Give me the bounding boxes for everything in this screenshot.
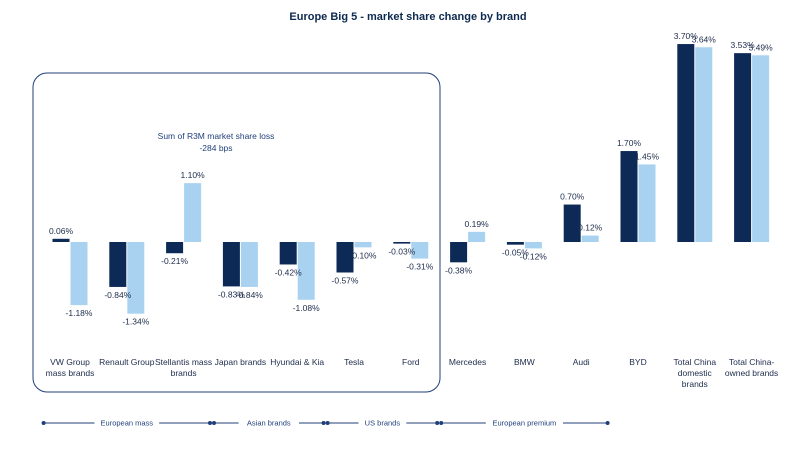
group-label: European mass (101, 419, 154, 428)
bar (563, 204, 581, 242)
bar (184, 183, 202, 242)
category-label: Mercedes (449, 357, 486, 367)
category-label: owned brands (725, 368, 778, 378)
bar (240, 242, 258, 287)
bar (70, 242, 88, 306)
group-dot (325, 421, 330, 425)
category-label: domestic (678, 368, 713, 378)
category-label: Hyundai & Kia (270, 357, 324, 367)
data-label: 3.53% (731, 40, 756, 50)
bar (127, 242, 145, 314)
data-label: -0.83% (218, 289, 245, 299)
category-label: Ford (402, 357, 420, 367)
category-label: Japan brands (215, 357, 267, 367)
category-label: brands (682, 379, 708, 389)
data-label: -0.21% (161, 256, 188, 266)
data-label: -0.84% (236, 290, 263, 300)
data-label: -0.10% (350, 250, 377, 260)
data-label: 0.19% (465, 219, 490, 229)
data-label: -0.38% (445, 265, 472, 275)
bar (109, 242, 127, 287)
data-label: 1.70% (617, 138, 642, 148)
data-label: -0.84% (104, 290, 131, 300)
category-label: VW Group (50, 357, 90, 367)
bar (222, 242, 240, 287)
bar (297, 242, 315, 300)
category-label: Audi (573, 357, 590, 367)
bar (411, 242, 429, 259)
bar (450, 242, 468, 263)
data-label: -0.42% (275, 267, 302, 277)
category-label: Tesla (344, 357, 364, 367)
data-label: -0.05% (502, 248, 529, 258)
data-label: 0.06% (49, 226, 74, 236)
bar (468, 231, 486, 242)
group-dot (435, 421, 440, 425)
group-dot (208, 421, 212, 425)
group-label: European premium (493, 419, 557, 428)
data-label: -0.03% (388, 247, 415, 257)
group-dot (605, 421, 610, 425)
category-label: BMW (514, 357, 535, 367)
bar (677, 44, 695, 242)
bar (166, 242, 184, 254)
category-label: Renault Group (99, 357, 155, 367)
data-label: 0.70% (560, 192, 585, 202)
bar (393, 242, 411, 244)
bar (506, 242, 524, 245)
group-dot (439, 421, 444, 425)
data-label: 1.45% (635, 151, 660, 161)
bar (336, 242, 354, 273)
group-dot (321, 421, 326, 425)
data-label: 3.64% (692, 34, 717, 44)
data-label: 1.10% (181, 170, 206, 180)
group-dot (212, 421, 216, 425)
bar (638, 164, 656, 242)
data-label: 3.49% (749, 42, 774, 52)
annotation-line: -284 bps (199, 143, 232, 153)
category-label: brands (171, 368, 197, 378)
bar (279, 242, 297, 265)
group-label: US brands (365, 419, 401, 428)
bar (354, 242, 372, 248)
data-label: 0.12% (578, 223, 603, 233)
data-label: -1.08% (293, 303, 320, 313)
data-label: 3.70% (674, 31, 699, 41)
data-label: -0.57% (332, 275, 359, 285)
bar (620, 151, 638, 242)
group-label: Asian brands (247, 419, 291, 428)
highlight-box (32, 72, 441, 393)
annotation-line: Sum of R3M market share loss (158, 131, 275, 141)
bar (524, 242, 542, 249)
bar (52, 238, 70, 242)
bar (752, 55, 770, 242)
chart-title: Europe Big 5 - market share change by br… (289, 11, 526, 23)
group-dot (41, 421, 46, 425)
data-label: -0.31% (406, 262, 433, 272)
bar (734, 53, 752, 242)
bar (695, 47, 713, 243)
category-label: Total China- (729, 357, 775, 367)
data-label: -1.34% (122, 317, 149, 327)
category-label: BYD (629, 357, 646, 367)
category-label: Stellantis mass (155, 357, 212, 367)
category-label: mass brands (46, 368, 95, 378)
bar (581, 235, 599, 242)
category-label: Total China (674, 357, 717, 367)
data-label: -1.18% (66, 308, 93, 318)
data-label: -0.12% (520, 251, 547, 261)
